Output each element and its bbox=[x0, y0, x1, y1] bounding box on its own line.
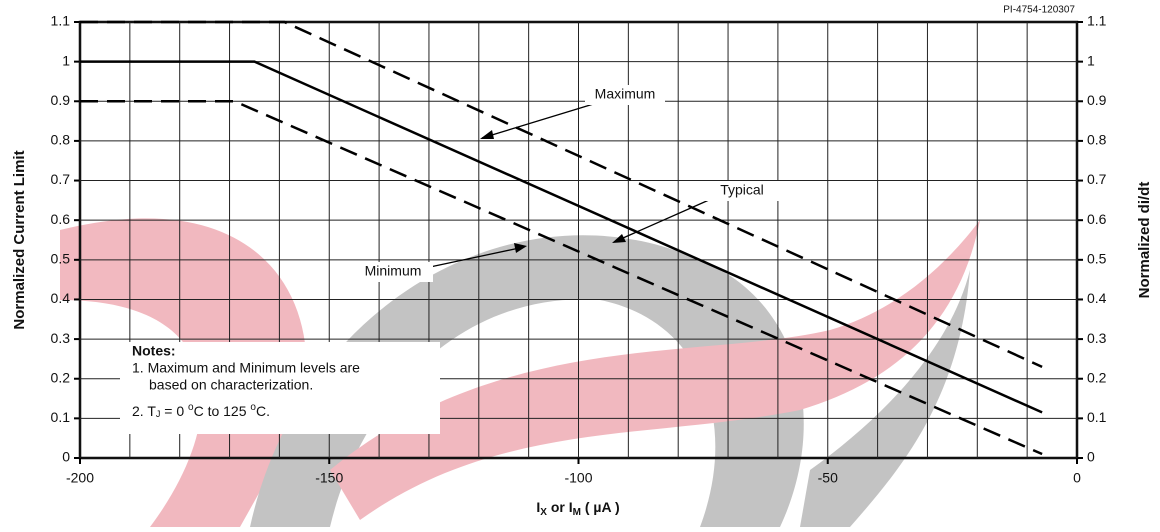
arrowhead bbox=[612, 234, 626, 243]
y2-tick-label: 0 bbox=[1087, 449, 1095, 465]
note-part: C. bbox=[256, 403, 270, 419]
x-axis-title: IX or IM ( µA ) bbox=[536, 499, 619, 518]
y-tick-label: 0.3 bbox=[51, 330, 71, 346]
y-tick-label: 1 bbox=[62, 52, 70, 68]
arrow bbox=[429, 246, 525, 268]
note-sup: o bbox=[250, 402, 256, 413]
y-tick-label: 0.7 bbox=[51, 171, 71, 187]
arrow bbox=[613, 195, 719, 243]
series-line bbox=[80, 20, 1043, 368]
annotation-bg bbox=[585, 85, 665, 105]
note-line: based on characterization. bbox=[149, 377, 313, 393]
y2-tick-label: 0.1 bbox=[1087, 409, 1107, 425]
x-tick-label: -50 bbox=[818, 470, 838, 486]
y2-tick-label: 0.5 bbox=[1087, 251, 1107, 267]
series-label: Minimum bbox=[365, 263, 422, 279]
y-tick-label: 0.1 bbox=[51, 409, 71, 425]
arrowhead bbox=[514, 243, 527, 253]
y-tick-label: 0 bbox=[62, 449, 70, 465]
arrow bbox=[481, 101, 601, 139]
annotations: Maximum Typical Minimum bbox=[353, 85, 782, 282]
y2-tick-label: 0.9 bbox=[1087, 92, 1107, 108]
note-line: 2. TJ = 0 oC to 125 oC. bbox=[132, 402, 270, 420]
note-sup: o bbox=[188, 402, 194, 413]
note-part: C to 125 bbox=[194, 403, 251, 419]
notes-title: Notes: bbox=[132, 343, 176, 359]
note-sub: J bbox=[156, 409, 161, 419]
x-axis-title-sub: M bbox=[573, 507, 581, 518]
y2-tick-label: 1.1 bbox=[1087, 13, 1107, 29]
x-axis-title-part: I bbox=[536, 499, 540, 515]
series-label: Typical bbox=[720, 182, 764, 198]
y-tick-label: 0.8 bbox=[51, 132, 71, 148]
x-tick-label: 0 bbox=[1073, 470, 1081, 486]
y2-tick-label: 0.2 bbox=[1087, 369, 1107, 385]
y-axis-title: Normalized Current Limit bbox=[11, 150, 28, 329]
y2-tick-label: 1 bbox=[1087, 52, 1095, 68]
note-part: 2. T bbox=[132, 403, 156, 419]
annotation-bg bbox=[702, 181, 782, 201]
x-tick-label: -200 bbox=[66, 470, 94, 486]
y-tick-label: 0.6 bbox=[51, 211, 71, 227]
series-line bbox=[80, 60, 1043, 414]
y-tick-label: 0.2 bbox=[51, 369, 71, 385]
series-line bbox=[80, 100, 1043, 456]
x-axis-title-part: ( µA ) bbox=[581, 499, 620, 515]
note-part: = 0 bbox=[160, 403, 188, 419]
y-tick-label: 1.1 bbox=[51, 13, 71, 29]
x-axis-title-sub: X bbox=[540, 507, 547, 518]
x-tick-label: -150 bbox=[315, 470, 343, 486]
plot: 0 0.1 0.2 0.3 0.4 0.5 0.6 0.7 0.8 0.9 1 1.1 0 0.1 0.2 0… bbox=[51, 13, 1107, 486]
y2-tick-label: 0.3 bbox=[1087, 330, 1107, 346]
arrowhead bbox=[480, 130, 494, 139]
x-axis-title-part: or I bbox=[547, 499, 573, 515]
note-line: 1. Maximum and Minimum levels are bbox=[132, 360, 360, 376]
y2-axis-title: Normalized di/dt bbox=[1136, 182, 1153, 299]
x-tick-label: -100 bbox=[564, 470, 592, 486]
series-label: Maximum bbox=[595, 86, 656, 102]
y2-tick-label: 0.7 bbox=[1087, 171, 1107, 187]
y2-tick-label: 0.4 bbox=[1087, 290, 1107, 306]
y-tick-label: 0.5 bbox=[51, 251, 71, 267]
y2-tick-label: 0.6 bbox=[1087, 211, 1107, 227]
watermark bbox=[60, 218, 980, 527]
y-tick-label: 0.4 bbox=[51, 290, 71, 306]
y2-tick-label: 0.8 bbox=[1087, 132, 1107, 148]
y-tick-label: 0.9 bbox=[51, 92, 71, 108]
notes-box bbox=[120, 342, 440, 434]
figure-code: PI-4754-120307 bbox=[1003, 5, 1075, 16]
annotation-bg bbox=[353, 262, 433, 282]
